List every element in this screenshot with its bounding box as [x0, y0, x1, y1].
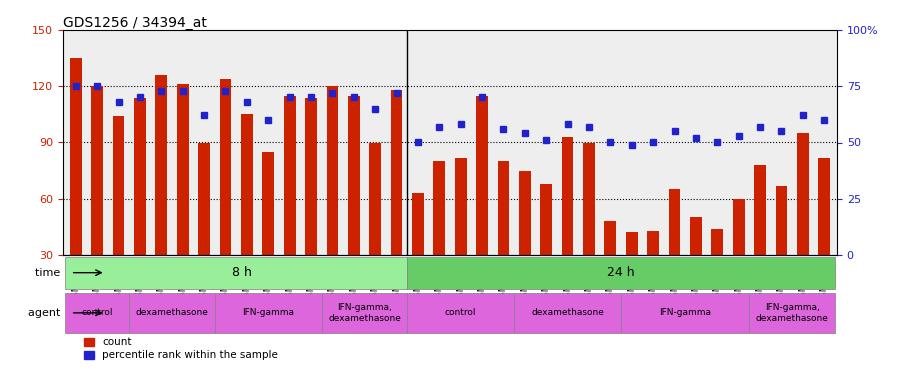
Bar	[112, 116, 124, 255]
Bar	[91, 86, 104, 255]
Bar	[669, 189, 680, 255]
Bar	[220, 79, 231, 255]
Bar	[412, 193, 424, 255]
Text: IFN-gamma,
dexamethasone: IFN-gamma, dexamethasone	[328, 303, 400, 322]
Text: 24 h: 24 h	[608, 266, 634, 279]
Bar	[134, 98, 146, 255]
Bar	[711, 229, 723, 255]
Bar	[305, 98, 317, 255]
Text: time: time	[35, 268, 63, 278]
Text: dexamethasone: dexamethasone	[531, 308, 604, 317]
Bar	[818, 158, 830, 255]
Bar	[733, 199, 744, 255]
Bar	[177, 84, 189, 255]
Text: agent: agent	[28, 308, 63, 318]
Bar	[562, 137, 573, 255]
Bar	[198, 142, 210, 255]
Text: 8 h: 8 h	[231, 266, 251, 279]
Bar	[241, 114, 253, 255]
Bar	[156, 75, 167, 255]
Legend: count, percentile rank within the sample: count, percentile rank within the sample	[84, 338, 278, 360]
FancyBboxPatch shape	[321, 292, 407, 333]
FancyBboxPatch shape	[65, 292, 130, 333]
FancyBboxPatch shape	[514, 292, 621, 333]
Bar	[626, 232, 637, 255]
FancyBboxPatch shape	[621, 292, 750, 333]
FancyBboxPatch shape	[215, 292, 321, 333]
Bar	[434, 161, 446, 255]
FancyBboxPatch shape	[130, 292, 215, 333]
Bar	[263, 152, 274, 255]
Bar	[70, 58, 82, 255]
Bar	[690, 217, 702, 255]
Bar	[327, 86, 338, 255]
FancyBboxPatch shape	[65, 257, 407, 289]
Bar	[647, 231, 659, 255]
Bar	[369, 142, 381, 255]
Bar	[776, 186, 788, 255]
Text: IFN-gamma,
dexamethasone: IFN-gamma, dexamethasone	[756, 303, 829, 322]
Text: dexamethasone: dexamethasone	[136, 308, 209, 317]
Bar	[583, 142, 595, 255]
Text: IFN-gamma: IFN-gamma	[659, 308, 711, 317]
Bar	[605, 221, 617, 255]
Text: IFN-gamma: IFN-gamma	[242, 308, 294, 317]
Bar	[348, 96, 360, 255]
FancyBboxPatch shape	[407, 292, 514, 333]
Bar	[519, 171, 531, 255]
Bar	[498, 161, 509, 255]
Bar	[540, 184, 552, 255]
Text: control: control	[82, 308, 113, 317]
Bar	[796, 133, 809, 255]
FancyBboxPatch shape	[407, 257, 835, 289]
Text: GDS1256 / 34394_at: GDS1256 / 34394_at	[63, 16, 207, 30]
FancyBboxPatch shape	[750, 292, 835, 333]
Bar	[284, 96, 295, 255]
Bar	[391, 90, 402, 255]
Bar	[754, 165, 766, 255]
Text: control: control	[445, 308, 476, 317]
Bar	[454, 158, 466, 255]
Bar	[476, 96, 488, 255]
